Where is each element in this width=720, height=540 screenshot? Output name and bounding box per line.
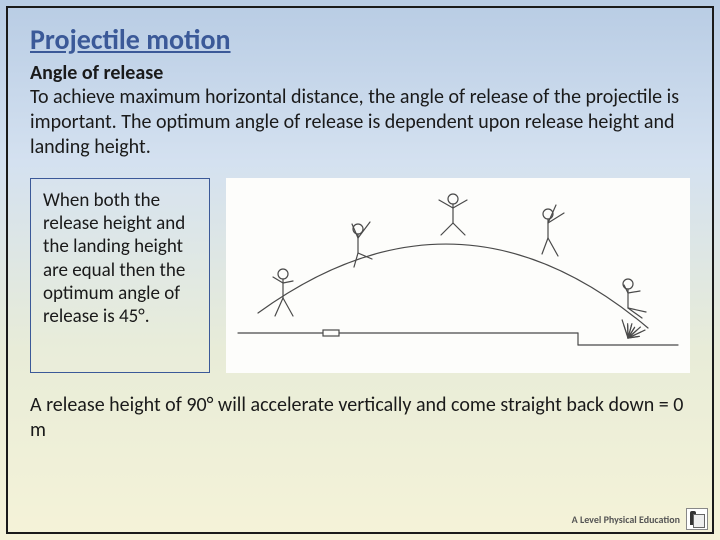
logo-text: A Level Physical Education [572,513,680,526]
slide-subtitle: Angle of release [30,61,690,85]
teacher-icon [686,508,708,530]
long-jump-illustration [226,178,690,373]
callout-box: When both the release height and the lan… [30,178,210,373]
content-row: When both the release height and the lan… [30,178,690,373]
brand-logo: A Level Physical Education [572,508,708,530]
intro-paragraph: To achieve maximum horizontal distance, … [30,85,690,160]
footer-paragraph: A release height of 90° will accelerate … [30,393,690,443]
slide-frame: Projectile motion Angle of release To ac… [6,6,714,534]
slide-title: Projectile motion [30,22,690,57]
illustration-svg [226,178,690,373]
